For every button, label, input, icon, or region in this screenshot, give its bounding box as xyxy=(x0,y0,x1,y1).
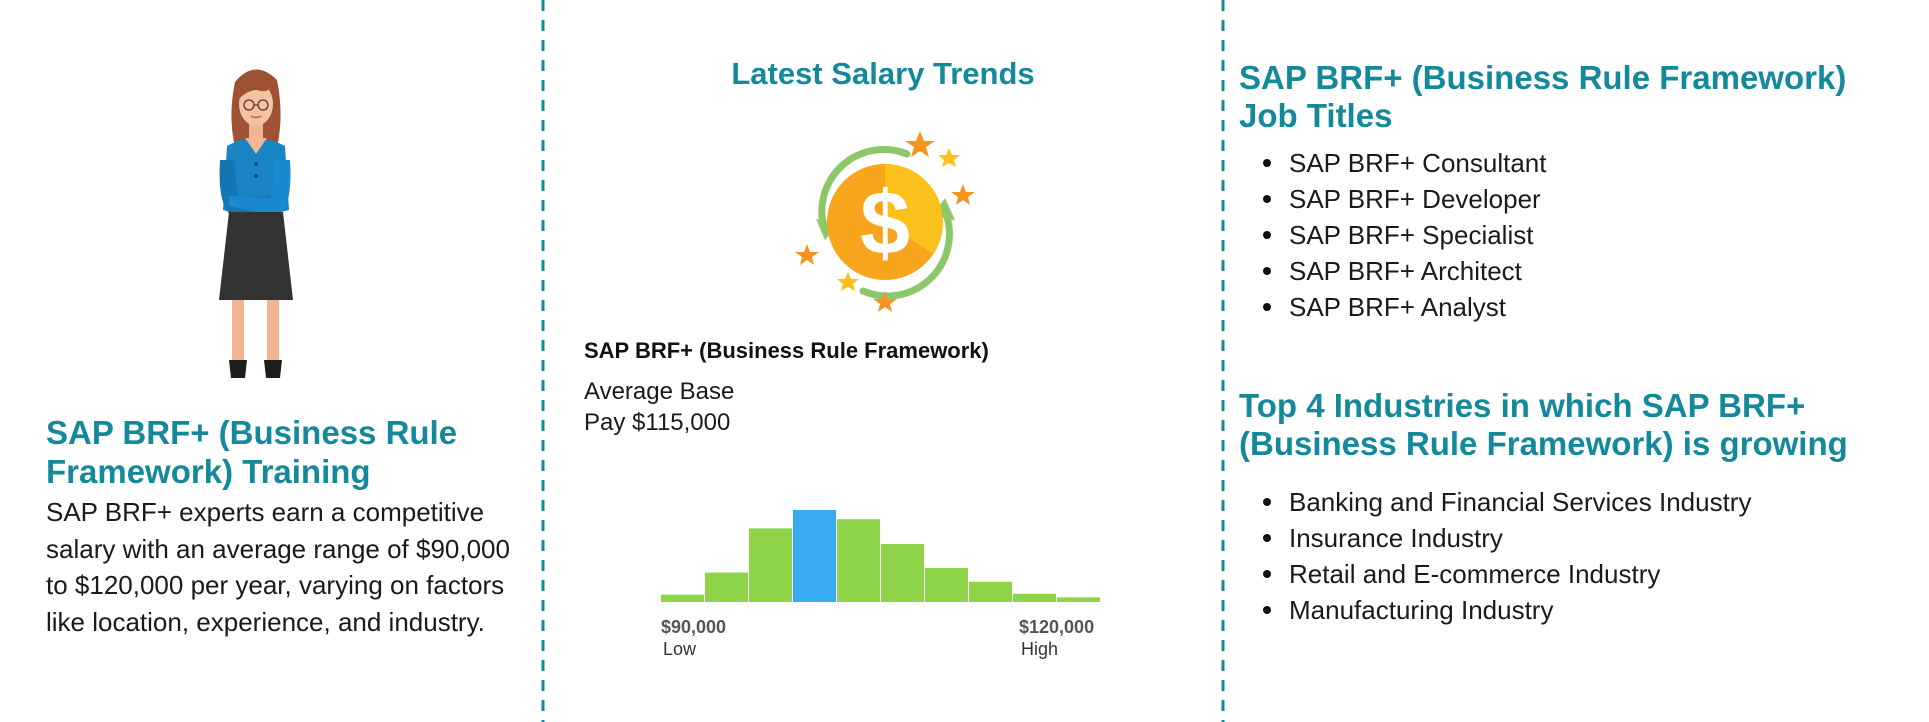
salary-trends-panel: Latest Salary Trends $ SAP BRF+ (Busines… xyxy=(545,0,1221,722)
industry-text: Banking and Financial Services Industry xyxy=(1289,487,1752,517)
histogram-bar xyxy=(705,572,748,602)
histogram-min-value: $90,000 xyxy=(661,617,727,637)
job-title-text: SAP BRF+ Specialist xyxy=(1289,220,1534,250)
job-titles-list: SAP BRF+ Consultant SAP BRF+ Developer S… xyxy=(1263,145,1547,325)
histogram-bar xyxy=(1013,593,1056,602)
industry-item: Retail and E-commerce Industry xyxy=(1263,556,1751,592)
job-title-item: SAP BRF+ Specialist xyxy=(1263,217,1547,253)
histogram-bar xyxy=(881,544,924,602)
job-title-text: SAP BRF+ Analyst xyxy=(1289,292,1507,322)
histogram-min-label: Low xyxy=(663,639,697,659)
industry-text: Insurance Industry xyxy=(1289,523,1503,553)
bullet-icon xyxy=(1263,606,1271,614)
salary-histogram xyxy=(661,510,1100,602)
svg-text:$: $ xyxy=(860,174,910,274)
histogram-bar xyxy=(1057,597,1100,602)
column-divider-left xyxy=(541,0,545,722)
job-titles-heading: SAP BRF+ (Business Rule Framework) Job T… xyxy=(1239,59,1847,134)
histogram-bar xyxy=(925,567,968,602)
column-divider-right xyxy=(1221,0,1225,722)
job-title-text: SAP BRF+ Developer xyxy=(1289,184,1541,214)
bullet-icon xyxy=(1263,534,1271,542)
job-title-item: SAP BRF+ Analyst xyxy=(1263,289,1547,325)
histogram-max-label: High xyxy=(1021,639,1059,659)
jobs-industries-panel: SAP BRF+ (Business Rule Framework) Job T… xyxy=(1225,0,1929,722)
histogram-bar xyxy=(749,528,792,602)
bullet-icon xyxy=(1263,570,1271,578)
industries-heading: Top 4 Industries in which SAP BRF+ (Busi… xyxy=(1239,387,1848,462)
dollar-coin-cycle-icon: $ xyxy=(795,131,975,312)
training-description: SAP BRF+ experts earn a competitive sala… xyxy=(46,497,510,637)
industry-item: Manufacturing Industry xyxy=(1263,592,1751,628)
industry-item: Insurance Industry xyxy=(1263,520,1751,556)
salary-trends-title: Latest Salary Trends xyxy=(731,56,1035,91)
industry-item: Banking and Financial Services Industry xyxy=(1263,484,1751,520)
industry-text: Manufacturing Industry xyxy=(1289,595,1554,625)
industry-text: Retail and E-commerce Industry xyxy=(1289,559,1661,589)
histogram-bar xyxy=(837,519,880,602)
histogram-bar xyxy=(969,581,1012,602)
job-title-item: SAP BRF+ Developer xyxy=(1263,181,1547,217)
training-heading: SAP BRF+ (Business Rule Framework) Train… xyxy=(46,414,458,490)
bullet-icon xyxy=(1263,498,1271,506)
woman-illustration xyxy=(219,69,293,378)
average-base-pay: Average Base Pay $115,000 xyxy=(584,378,735,436)
job-title-text: SAP BRF+ Consultant xyxy=(1289,148,1547,178)
bullet-icon xyxy=(1263,267,1271,275)
job-title-item: SAP BRF+ Architect xyxy=(1263,253,1547,289)
training-panel: SAP BRF+ (Business Rule Framework) Train… xyxy=(0,0,541,722)
bullet-icon xyxy=(1263,303,1271,311)
histogram-bar xyxy=(661,594,704,602)
histogram-bar-average xyxy=(793,510,836,602)
industries-list: Banking and Financial Services Industry … xyxy=(1263,484,1751,628)
salary-job-title: SAP BRF+ (Business Rule Framework) xyxy=(584,338,989,363)
job-title-item: SAP BRF+ Consultant xyxy=(1263,145,1547,181)
bullet-icon xyxy=(1263,231,1271,239)
bullet-icon xyxy=(1263,159,1271,167)
histogram-max-value: $120,000 xyxy=(1019,617,1095,637)
bullet-icon xyxy=(1263,195,1271,203)
job-title-text: SAP BRF+ Architect xyxy=(1289,256,1522,286)
